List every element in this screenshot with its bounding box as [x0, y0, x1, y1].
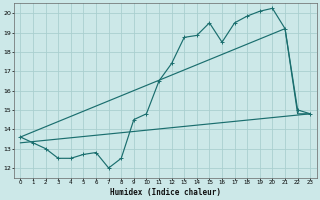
X-axis label: Humidex (Indice chaleur): Humidex (Indice chaleur) [110, 188, 221, 197]
